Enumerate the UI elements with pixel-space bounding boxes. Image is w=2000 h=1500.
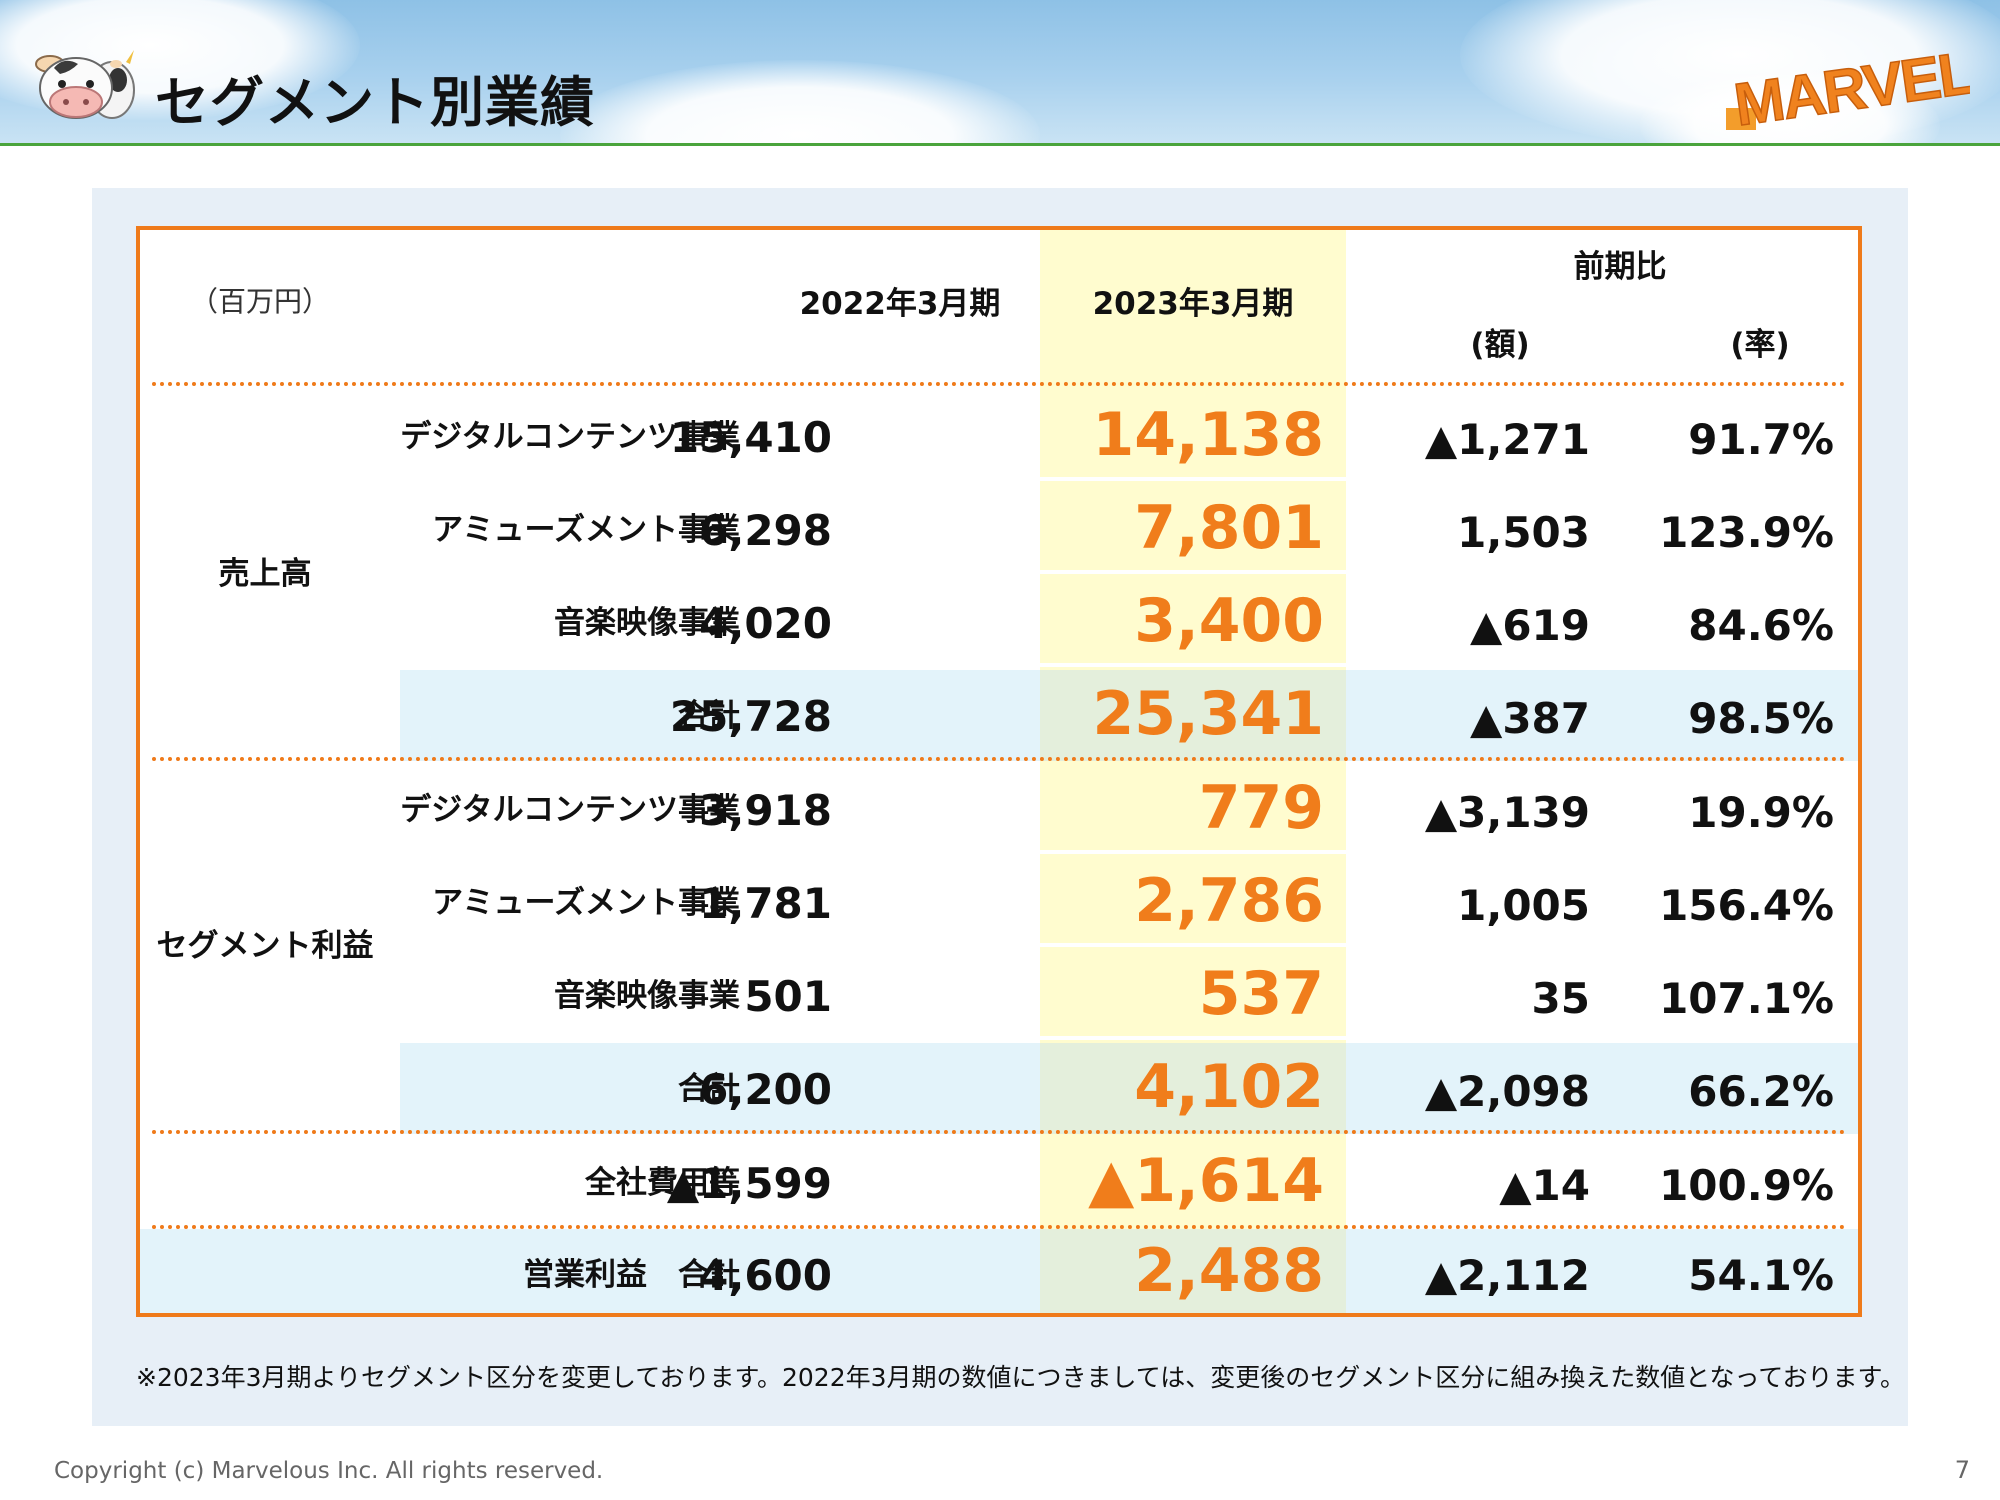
profit-total-current-bg [1040,1043,1346,1134]
page-number: 7 [1954,1456,1970,1484]
profit-amusement-current: 2,786 [1134,866,1324,936]
cow-icon [35,50,135,119]
profit-digital-rate: 19.9% [1688,787,1834,837]
sales-music-rate: 84.6% [1688,600,1834,650]
marvelous-logo: MARVELOUS! [1726,24,1970,130]
profit-amusement-diff: 1,005 [1457,880,1590,930]
yoy-header: 前期比 [1573,248,1667,285]
row-separator [1040,570,1346,574]
corporate-expense-rate: 100.9% [1659,1160,1834,1210]
row-separator [1040,663,1346,667]
profit-digital-prev: 3,918 [699,785,832,835]
profit-digital-current: 779 [1198,773,1324,843]
sales-music-prev: 4,020 [699,598,832,648]
sales-digital-prev: 15,410 [669,412,832,462]
sales-amusement-label: アミューズメント事業 [432,511,740,548]
sales-total-diff: ▲387 [1470,693,1590,743]
profit-amusement-label: アミューズメント事業 [432,884,740,921]
segment-table: （百万円） 2022年3月期 2023年3月期 前期比 (額) (率) 売上高 … [136,226,1862,1317]
profit-music-rate: 107.1% [1659,973,1834,1023]
sales-total-current: 25,341 [1092,679,1324,749]
corporate-expense-current: ▲1,614 [1088,1146,1324,1216]
profit-music-prev: 501 [744,971,832,1021]
corporate-expense-label: 全社費用等 [585,1164,740,1201]
page-title: セグメント別業績 [155,71,595,134]
sales-digital-current: 14,138 [1092,400,1324,470]
operating-income-current-bg [1040,1229,1346,1313]
sales-amusement-diff: 1,503 [1457,507,1590,557]
profit-digital-label: デジタルコンテンツ事業 [400,791,740,828]
profit-total-diff: ▲2,098 [1424,1066,1590,1116]
sales-total-current-bg [1040,670,1346,761]
sales-music-label: 音楽映像事業 [554,604,740,641]
svg-text:MARVELOUS!: MARVELOUS! [1730,24,1970,130]
operating-income-diff: ▲2,112 [1424,1250,1590,1300]
profit-total-prev: 6,200 [699,1064,832,1114]
profit-amusement-rate: 156.4% [1659,880,1834,930]
current-year-header: 2023年3月期 [1092,285,1294,322]
copyright: Copyright (c) Marvelous Inc. All rights … [54,1458,604,1484]
sales-music-current: 3,400 [1134,586,1324,656]
profit-music-current: 537 [1198,959,1324,1029]
yoy-amount-header: (額) [1470,326,1530,363]
sales-amusement-prev: 6,298 [699,505,832,555]
profit-total-current: 4,102 [1134,1052,1324,1122]
group-divider [152,1225,1846,1229]
profit-digital-diff: ▲3,139 [1424,787,1590,837]
sales-total-label: 合計 [678,697,740,734]
row-separator [1040,943,1346,947]
sales-music-diff: ▲619 [1470,600,1590,650]
sales-total-prev: 25,728 [669,691,832,741]
sales-digital-diff: ▲1,271 [1424,414,1590,464]
prev-year-header: 2022年3月期 [799,285,1001,322]
footnote: ※2023年3月期よりセグメント区分を変更しております。2022年3月期の数値に… [136,1363,1906,1392]
operating-income-prev: 4,600 [699,1250,832,1300]
group-divider [152,757,1846,761]
sales-total-rate: 98.5% [1688,693,1834,743]
sales-amusement-rate: 123.9% [1659,507,1834,557]
operating-income-label: 営業利益 合計 [523,1256,740,1293]
row-separator [1040,1036,1346,1040]
operating-income-current: 2,488 [1134,1236,1324,1306]
sales-group-label: 売上高 [218,555,312,592]
sales-digital-label: デジタルコンテンツ事業 [400,418,740,455]
profit-group-label: セグメント利益 [156,927,374,964]
profit-music-diff: 35 [1531,973,1590,1023]
yoy-rate-header: (率) [1730,326,1790,363]
profit-amusement-prev: 1,781 [699,878,832,928]
row-separator [1040,850,1346,854]
profit-total-rate: 66.2% [1688,1066,1834,1116]
corporate-expense-diff: ▲14 [1499,1160,1590,1210]
profit-music-label: 音楽映像事業 [554,977,740,1014]
header-banner [0,0,2000,143]
sales-amusement-current: 7,801 [1134,493,1324,563]
corporate-expense-prev: ▲1,599 [666,1158,832,1208]
row-separator [1040,477,1346,481]
operating-income-row-bg [140,1229,1858,1313]
header-rule [0,143,2000,146]
operating-income-rate: 54.1% [1688,1250,1834,1300]
header-divider [152,382,1846,386]
group-divider [152,1130,1846,1134]
sales-digital-rate: 91.7% [1688,414,1834,464]
profit-total-label: 合計 [678,1070,740,1107]
unit-label: （百万円） [190,285,331,318]
